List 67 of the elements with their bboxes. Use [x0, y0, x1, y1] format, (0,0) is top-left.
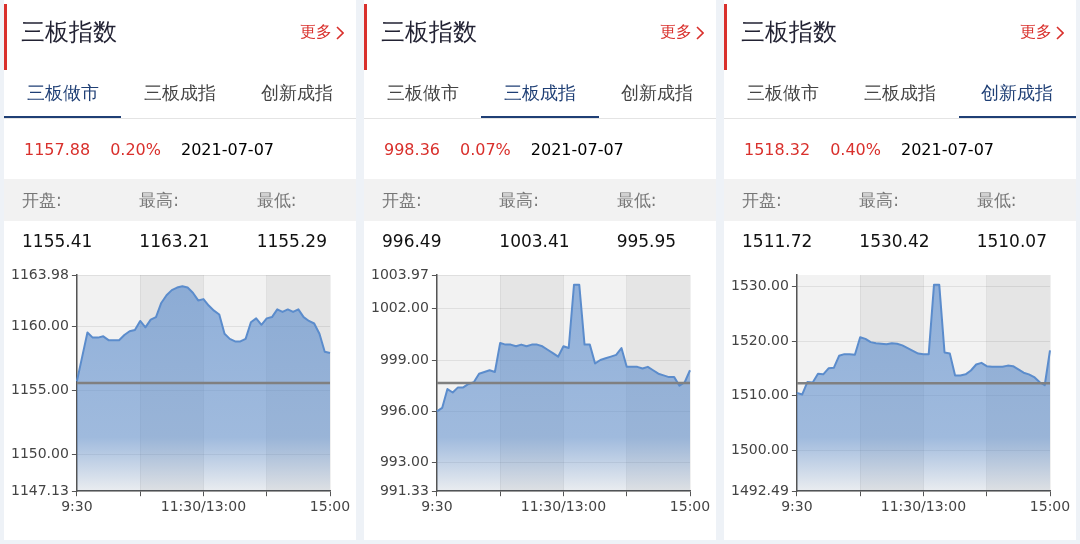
y-tick-label: 1150.00 [10, 445, 69, 462]
text: 1511.72 [741, 231, 814, 251]
text: 三板做市 [745, 81, 820, 105]
chart-title: 三板指数 [741, 17, 837, 48]
text: 创新成指 [260, 81, 335, 105]
y-tick-label: 1002.00 [370, 299, 429, 316]
y-tick-label: 1520.00 [730, 331, 789, 348]
text: 三板成指 [863, 81, 937, 105]
y-tick-label: 991.33 [379, 481, 429, 498]
text: 更多 [660, 22, 692, 43]
text: 开盘: [741, 188, 783, 212]
text: 998.36 [384, 139, 440, 159]
text: 1510.07 [975, 231, 1048, 251]
x-tick-label: 11:30/13:00 [520, 498, 607, 515]
y-tick-label: 993.00 [379, 453, 429, 470]
text: 创新成指 [620, 81, 695, 105]
x-tick-label: 11:30/13:00 [160, 498, 247, 515]
text: 2021-07-07 [530, 139, 624, 159]
x-tick-label: 11:30/13:00 [880, 498, 967, 515]
text: 三板做市 [385, 81, 460, 105]
y-tick-label: 1160.00 [10, 316, 69, 333]
text: 2021-07-07 [181, 139, 274, 159]
y-tick-label: 1147.13 [10, 481, 69, 498]
text: 最高: [498, 188, 541, 212]
chart-title: 三板指数 [381, 17, 477, 48]
y-tick-label: 1155.00 [10, 380, 69, 397]
text: 0.40% [830, 139, 881, 159]
text: 更多 [1020, 22, 1052, 43]
y-tick-label: 1163.98 [10, 265, 69, 282]
text: 1155.41 [21, 231, 94, 251]
y-tick-label: 1500.00 [730, 440, 789, 457]
text: 0.20% [110, 139, 161, 159]
y-tick-label: 999.00 [379, 350, 429, 367]
text: 1155.29 [255, 231, 328, 251]
text: 最低: [615, 188, 658, 212]
text: 1157.88 [24, 139, 91, 159]
text: 1530.42 [858, 231, 931, 251]
text: 更多 [300, 22, 332, 43]
y-tick-label: 1492.49 [730, 481, 789, 498]
text: 最低: [255, 188, 298, 212]
text: 开盘: [21, 188, 63, 212]
x-tick-label: 15:00 [1029, 498, 1071, 515]
y-tick-label: 1003.97 [370, 265, 429, 282]
text: 创新成指 [958, 70, 1076, 118]
x-tick-label: 9:30 [421, 498, 453, 515]
text: 2021-07-07 [901, 139, 994, 159]
x-tick-label: 15:00 [669, 498, 711, 515]
text: 0.07% [459, 139, 511, 159]
x-tick-label: 9:30 [781, 498, 813, 515]
chart-title: 三板指数 [21, 17, 117, 48]
y-tick-label: 996.00 [379, 401, 429, 418]
x-tick-label: 9:30 [61, 498, 93, 515]
text: 1518.32 [744, 139, 811, 159]
text: 1163.21 [138, 231, 211, 251]
text: 995.95 [615, 231, 678, 251]
y-tick-label: 1530.00 [730, 277, 789, 294]
text: 三板做市 [4, 70, 122, 118]
y-tick-label: 1510.00 [730, 386, 789, 403]
text: 三板成指 [481, 70, 599, 118]
text: 最高: [858, 188, 901, 212]
text: 三板成指 [143, 81, 217, 105]
text: 开盘: [381, 188, 423, 212]
text: 最高: [138, 188, 181, 212]
x-tick-label: 15:00 [309, 498, 351, 515]
text: 1003.41 [498, 231, 571, 251]
text: 996.49 [381, 231, 443, 251]
text: 最低: [975, 188, 1018, 212]
